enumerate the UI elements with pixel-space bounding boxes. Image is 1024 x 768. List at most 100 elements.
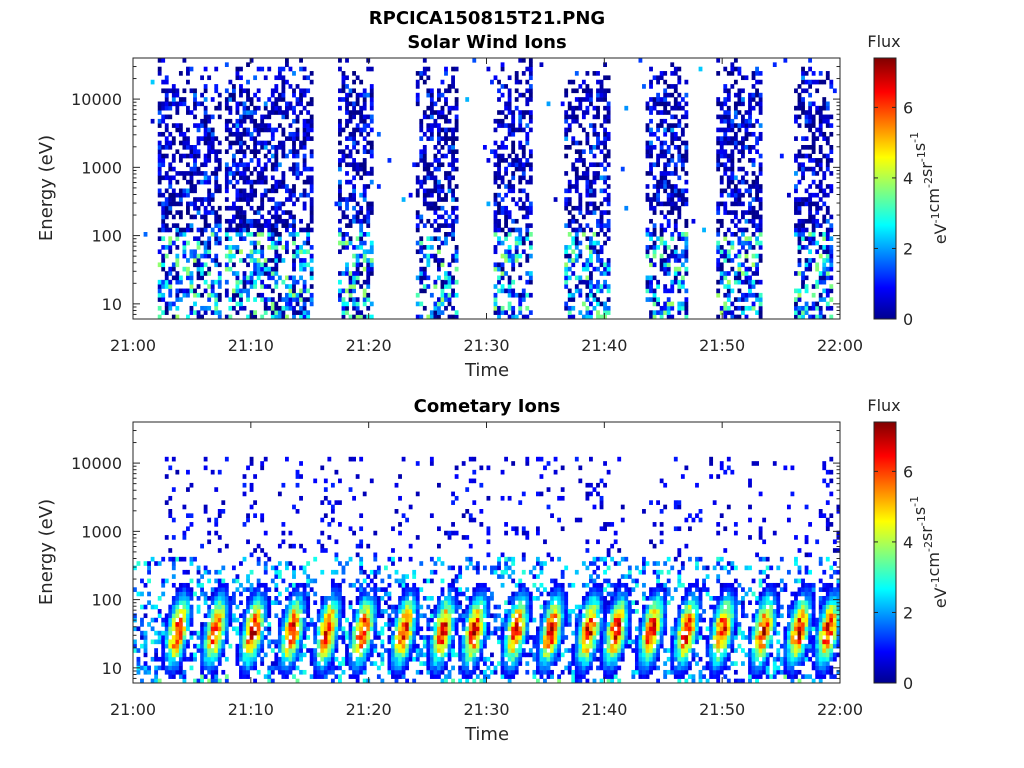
heatmap-cell	[733, 145, 738, 150]
heatmap-cell	[309, 118, 314, 124]
heatmap-cell	[168, 184, 173, 189]
heatmap-cell	[755, 223, 759, 228]
heatmap-cell	[444, 97, 448, 102]
heatmap-cell	[207, 604, 212, 610]
heatmap-cell	[673, 258, 678, 263]
heatmap-cell	[154, 617, 159, 623]
x-tick-label: 22:00	[817, 336, 863, 355]
heatmap-cell	[649, 275, 653, 281]
heatmap-cell	[147, 622, 151, 627]
heatmap-cell	[285, 292, 289, 298]
heatmap-cell	[645, 275, 650, 281]
heatmap-cell	[758, 297, 763, 302]
heatmap-cell	[447, 118, 452, 124]
heatmap-cell	[260, 292, 265, 298]
heatmap-cell	[362, 101, 367, 107]
heatmap-cell	[797, 258, 802, 263]
heatmap-cell	[808, 153, 813, 159]
heatmap-cell	[419, 71, 424, 76]
heatmap-cell	[182, 530, 187, 536]
heatmap-cell	[338, 184, 342, 189]
heatmap-cell	[666, 171, 671, 176]
heatmap-cell	[217, 513, 222, 518]
heatmap-cell	[193, 166, 197, 172]
heatmap-cell	[352, 297, 356, 302]
heatmap-cell	[684, 171, 689, 176]
heatmap-cell	[242, 175, 247, 181]
heatmap-cell	[362, 92, 367, 98]
heatmap-cell	[239, 258, 243, 263]
heatmap-cell	[359, 626, 364, 632]
heatmap-cell	[292, 140, 296, 146]
heatmap-cell	[171, 582, 176, 588]
heatmap-cell	[228, 105, 233, 111]
heatmap-cell	[589, 288, 593, 294]
heatmap-cell	[253, 513, 258, 518]
heatmap-cell	[447, 127, 452, 133]
heatmap-cell	[285, 635, 289, 640]
heatmap-cell	[741, 175, 745, 181]
heatmap-cell	[246, 288, 250, 294]
heatmap-cell	[741, 227, 745, 233]
heatmap-cell	[589, 184, 593, 189]
heatmap-cell	[733, 184, 738, 189]
heatmap-cell	[196, 140, 201, 146]
heatmap-cell	[288, 288, 293, 294]
heatmap-cell	[829, 131, 834, 137]
heatmap-cell	[355, 587, 360, 592]
heatmap-cell	[196, 609, 201, 614]
heatmap-cell	[719, 253, 724, 259]
heatmap-cell	[578, 227, 583, 233]
heatmap-cell	[521, 292, 526, 298]
heatmap-cell	[214, 596, 219, 601]
heatmap-cell	[426, 123, 431, 128]
heatmap-cell	[564, 136, 569, 141]
heatmap-cell	[288, 561, 293, 566]
heatmap-cell	[260, 513, 265, 518]
heatmap-cell	[214, 66, 219, 72]
heatmap-cell	[447, 314, 452, 320]
heatmap-cell	[737, 197, 742, 202]
heatmap-cell	[592, 232, 597, 237]
heatmap-cell	[649, 197, 653, 202]
heatmap-cell	[808, 266, 813, 272]
heatmap-cell	[348, 297, 353, 302]
heatmap-cell	[186, 643, 190, 649]
heatmap-cell	[599, 271, 604, 276]
heatmap-cell	[748, 92, 752, 98]
heatmap-cell	[511, 118, 516, 124]
heatmap-cell	[422, 71, 427, 76]
heatmap-cell	[514, 245, 519, 250]
heatmap-cell	[659, 153, 664, 159]
heatmap-cell	[426, 88, 431, 94]
heatmap-cell	[801, 305, 805, 311]
heatmap-cell	[217, 279, 222, 285]
heatmap-cell	[274, 279, 279, 285]
heatmap-cell	[663, 101, 668, 107]
heatmap-cell	[214, 622, 219, 627]
heatmap-cell	[249, 461, 254, 466]
heatmap-cell	[497, 123, 501, 128]
heatmap-cell	[829, 314, 834, 320]
heatmap-cell	[366, 131, 371, 137]
heatmap-cell	[376, 184, 381, 189]
heatmap-cell	[571, 88, 576, 94]
heatmap-cell	[239, 561, 243, 566]
heatmap-cell	[649, 97, 653, 102]
heatmap-cell	[719, 105, 724, 111]
heatmap-cell	[249, 171, 254, 176]
heatmap-cell	[210, 149, 215, 154]
heatmap-cell	[504, 218, 509, 224]
heatmap-cell	[645, 184, 650, 189]
heatmap-cell	[797, 262, 802, 268]
heatmap-cell	[235, 617, 240, 623]
heatmap-cell	[306, 582, 311, 588]
heatmap-cell	[235, 210, 240, 215]
heatmap-cell	[829, 249, 834, 255]
heatmap-cell	[178, 227, 183, 233]
heatmap-cell	[670, 158, 675, 163]
heatmap-cell	[313, 600, 318, 605]
heatmap-cell	[362, 630, 367, 636]
heatmap-cell	[299, 227, 303, 233]
heatmap-cell	[217, 240, 222, 246]
